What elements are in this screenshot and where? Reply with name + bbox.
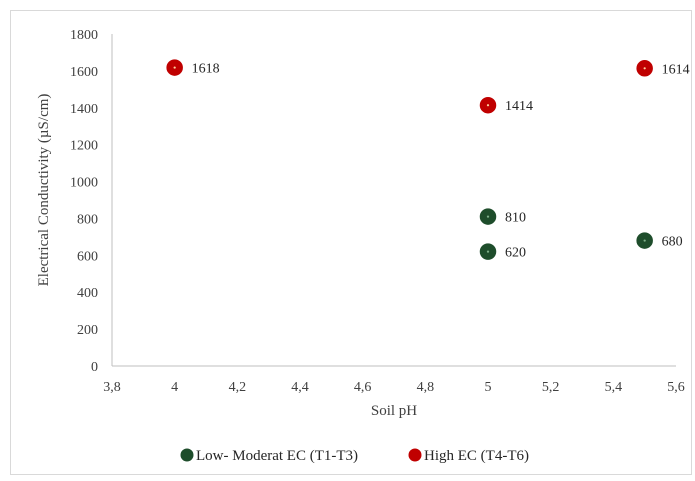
x-tick-label: 4,8 — [417, 380, 435, 395]
y-tick-label: 200 — [77, 323, 98, 338]
axes — [111, 34, 676, 367]
legend-label: Low- Moderat EC (T1-T3) — [196, 448, 358, 464]
x-tick-label: 4,6 — [354, 380, 372, 395]
legend: Low- Moderat EC (T1-T3) High EC (T4-T6) — [179, 447, 529, 464]
x-tick-label: 4,2 — [229, 380, 247, 395]
x-tick-label: 5 — [485, 380, 492, 395]
y-tick-label: 600 — [77, 249, 98, 264]
y-tick-label: 1200 — [70, 139, 98, 154]
data-label: 620 — [505, 246, 526, 261]
x-tick-label: 4 — [171, 380, 178, 395]
y-tick-labels: 0 200 400 600 800 1000 1200 1400 1600 1800 — [70, 28, 98, 375]
x-tick-label: 5,2 — [542, 380, 560, 395]
data-label: 1618 — [192, 62, 220, 77]
y-tick-label: 400 — [77, 286, 98, 301]
x-tick-labels: 3,8 4 4,2 4,4 4,6 4,8 5 5,2 5,4 5,6 — [103, 380, 685, 395]
x-tick-label: 5,6 — [667, 380, 685, 395]
legend-marker — [407, 447, 423, 463]
data-label: 680 — [662, 235, 683, 250]
data-point-center — [643, 239, 646, 242]
legend-label: High EC (T4-T6) — [424, 448, 529, 464]
data-point-center — [173, 66, 176, 69]
y-tick-label: 800 — [77, 212, 98, 227]
y-tick-label: 0 — [91, 360, 98, 375]
x-tick-label: 5,4 — [605, 380, 623, 395]
data-label: 1414 — [505, 99, 533, 114]
data-point-center — [486, 104, 490, 107]
data-point-center — [486, 250, 490, 253]
data-label: 1614 — [662, 62, 690, 77]
y-tick-label: 1400 — [70, 102, 98, 117]
scatter-chart: 3,8 4 4,2 4,4 4,6 4,8 5 5,2 5,4 5,6 0 200 400 600 800… — [36, 28, 690, 464]
chart-frame: 3,8 4 4,2 4,4 4,6 4,8 5 5,2 5,4 5,6 0 200 400 600 800… — [10, 10, 692, 475]
y-tick-label: 1000 — [70, 176, 98, 191]
y-tick-label: 1600 — [70, 65, 98, 80]
data-point-center — [643, 67, 646, 70]
data-point-center — [486, 215, 490, 218]
x-tick-label: 3,8 — [103, 380, 121, 395]
x-axis-title: Soil pH — [371, 403, 417, 419]
y-tick-label: 1800 — [70, 28, 98, 43]
data-points: 810 620 680 1618 1414 1614 — [164, 57, 690, 262]
legend-marker — [179, 447, 195, 463]
x-tick-label: 4,4 — [291, 380, 309, 395]
y-axis-title: Electrical Conductivity (µS/cm) — [36, 94, 52, 287]
data-label: 810 — [505, 211, 526, 226]
